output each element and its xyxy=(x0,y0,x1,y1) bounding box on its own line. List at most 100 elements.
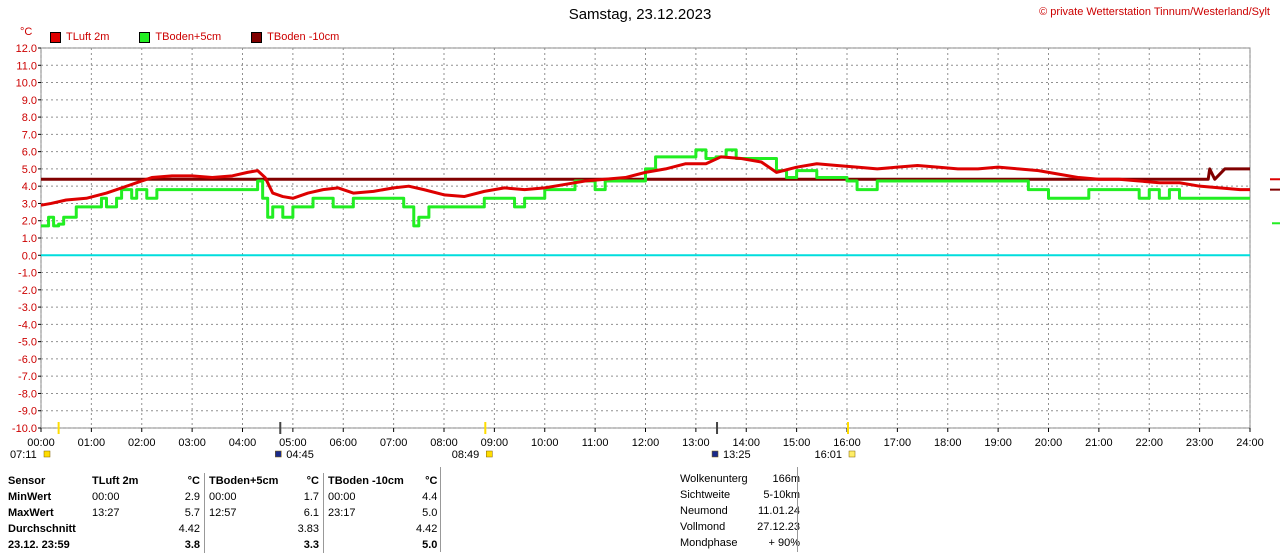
y-tick-label: 10.0 xyxy=(16,78,37,90)
legend-label: TBoden -10cm xyxy=(267,31,340,43)
x-tick-label: 24:00 xyxy=(1236,437,1264,449)
table-row: MaxWert 13:27 5.7 12:57 6.1 23:17 5.0 xyxy=(4,505,441,521)
table-cell xyxy=(204,537,293,553)
astro-label: Wolkenunterg xyxy=(680,473,748,485)
astro-label: Mondphase xyxy=(680,537,738,549)
series-line-1 xyxy=(41,148,1250,228)
x-tick-label: 21:00 xyxy=(1085,437,1113,449)
table-cell: 4.4 xyxy=(422,491,438,503)
astro-label: Sichtweite xyxy=(680,489,731,501)
legend: TLuft 2m TBoden+5cm TBoden -10cm xyxy=(50,31,369,43)
table-cell: 1.7 xyxy=(303,491,319,503)
x-tick-label: 15:00 xyxy=(783,437,811,449)
table-cell: °C xyxy=(306,475,319,487)
table-cell: TBoden -10cm xyxy=(323,473,412,489)
astro-value: 166m xyxy=(772,473,800,485)
table-cell: Durchschnitt xyxy=(8,523,76,535)
copyright-note: © private Wetterstation Tinnum/Westerlan… xyxy=(1039,6,1270,18)
sunrise-icon xyxy=(43,450,51,458)
y-tick-label: 8.0 xyxy=(22,112,37,124)
table-cell: 5.0 xyxy=(422,507,438,519)
chart-series xyxy=(40,148,1250,257)
x-tick-label: 04:00 xyxy=(229,437,257,449)
table-cell xyxy=(204,521,293,537)
astro-row: Neumond 11.01.24 xyxy=(680,505,800,521)
y-tick-label: -6.0 xyxy=(18,354,37,366)
temperature-chart: 12.0 11.0 10.0 9.0 8.0 7.0 6.0 5.0 4.0 3.0 2.0 1.0 0… xyxy=(10,43,1280,461)
x-tick-label: 09:00 xyxy=(481,437,509,449)
y-tick-label: 7.0 xyxy=(22,129,37,141)
legend-item-tboden5: TBoden+5cm xyxy=(139,31,221,43)
table-cell: 5.0 xyxy=(422,539,438,551)
sunset-icon xyxy=(848,450,856,458)
legend-item-tluft: TLuft 2m xyxy=(50,31,109,43)
x-tick-label: 16:00 xyxy=(833,437,861,449)
y-tick-label: -9.0 xyxy=(18,406,37,418)
table-cell: 4.42 xyxy=(178,523,200,535)
sun-icon xyxy=(486,450,493,458)
table-cell: 2.9 xyxy=(184,491,200,503)
table-cell: MinWert xyxy=(8,491,52,503)
right-edge-markers xyxy=(1270,178,1280,225)
y-tick-label: -3.0 xyxy=(18,302,37,314)
x-tick-label: 22:00 xyxy=(1135,437,1163,449)
astro-row: Wolkenunterg 166m xyxy=(680,473,800,489)
y-tick-label: -5.0 xyxy=(18,337,37,349)
table-row: Sensor TLuft 2m °C TBoden+5cm °C TBoden … xyxy=(4,473,441,489)
chart-grid xyxy=(40,47,1251,429)
astro-time: 16:01 xyxy=(814,449,842,461)
table-cell: Sensor xyxy=(8,475,46,487)
y-tick-label: -10.0 xyxy=(12,423,37,435)
x-tick-label: 01:00 xyxy=(78,437,106,449)
legend-swatch xyxy=(251,31,263,43)
legend-swatch xyxy=(50,31,61,43)
legend-swatch xyxy=(139,31,151,43)
x-tick-label: 11:00 xyxy=(582,437,609,449)
table-cell: 3.3 xyxy=(303,539,319,551)
y-tick-label: -2.0 xyxy=(18,285,37,297)
astro-row: Vollmond 27.12.23 xyxy=(680,521,800,537)
x-tick-label: 19:00 xyxy=(984,437,1012,449)
astro-value: 11.01.24 xyxy=(757,505,800,517)
astro-markers: 07:11 04:45 08:49 13:25 16:01 xyxy=(10,422,856,461)
y-tick-label: -8.0 xyxy=(18,388,37,400)
table-cell: TBoden+5cm xyxy=(204,473,293,489)
y-tick-label: 6.0 xyxy=(22,147,37,159)
x-tick-label: 02:00 xyxy=(128,437,156,449)
page-title: Samstag, 23.12.2023 xyxy=(568,6,712,23)
y-tick-label: -7.0 xyxy=(18,371,37,383)
legend-label: TLuft 2m xyxy=(66,31,110,43)
table-cell: MaxWert xyxy=(8,507,54,519)
table-cell: 00:00 xyxy=(204,489,293,505)
y-axis: 12.0 11.0 10.0 9.0 8.0 7.0 6.0 5.0 4.0 3.0 2.0 1.0 0… xyxy=(12,43,41,435)
moonset-icon xyxy=(711,450,719,458)
x-tick-label: 23:00 xyxy=(1186,437,1214,449)
astro-info: Wolkenunterg 166m Sichtweite 5-10km Neumon… xyxy=(680,473,800,553)
y-tick-label: 1.0 xyxy=(22,233,37,245)
astro-value: 27.12.23 xyxy=(757,521,800,533)
astro-value: 5-10km xyxy=(763,489,800,501)
astro-time: 04:45 xyxy=(286,449,314,461)
table-cell: 4.42 xyxy=(416,523,438,535)
x-tick-label: 12:00 xyxy=(632,437,660,449)
table-row: Durchschnitt 4.42 3.83 4.42 xyxy=(4,521,441,537)
table-cell: 5.7 xyxy=(184,507,200,519)
x-tick-label: 05:00 xyxy=(279,437,307,449)
table-row: MinWert 00:00 2.9 00:00 1.7 00:00 4.4 xyxy=(4,489,441,505)
astro-row: Sichtweite 5-10km xyxy=(680,489,800,505)
table-row: 23.12. 23:59 3.8 3.3 5.0 xyxy=(4,537,441,553)
x-tick-label: 06:00 xyxy=(329,437,357,449)
astro-row: Mondphase + 90% xyxy=(680,537,800,553)
y-tick-label: -4.0 xyxy=(18,319,37,331)
legend-label: TBoden+5cm xyxy=(155,31,222,43)
table-cell xyxy=(323,537,412,553)
table-cell xyxy=(88,537,174,553)
table-cell: °C xyxy=(187,475,200,487)
table-cell: 00:00 xyxy=(323,489,412,505)
x-tick-label: 14:00 xyxy=(732,437,760,449)
y-tick-label: 0.0 xyxy=(22,250,37,262)
table-cell: °C xyxy=(425,475,438,487)
table-cell: 23.12. 23:59 xyxy=(8,539,70,551)
y-axis-unit: °C xyxy=(20,26,33,38)
y-tick-label: 2.0 xyxy=(22,216,37,228)
